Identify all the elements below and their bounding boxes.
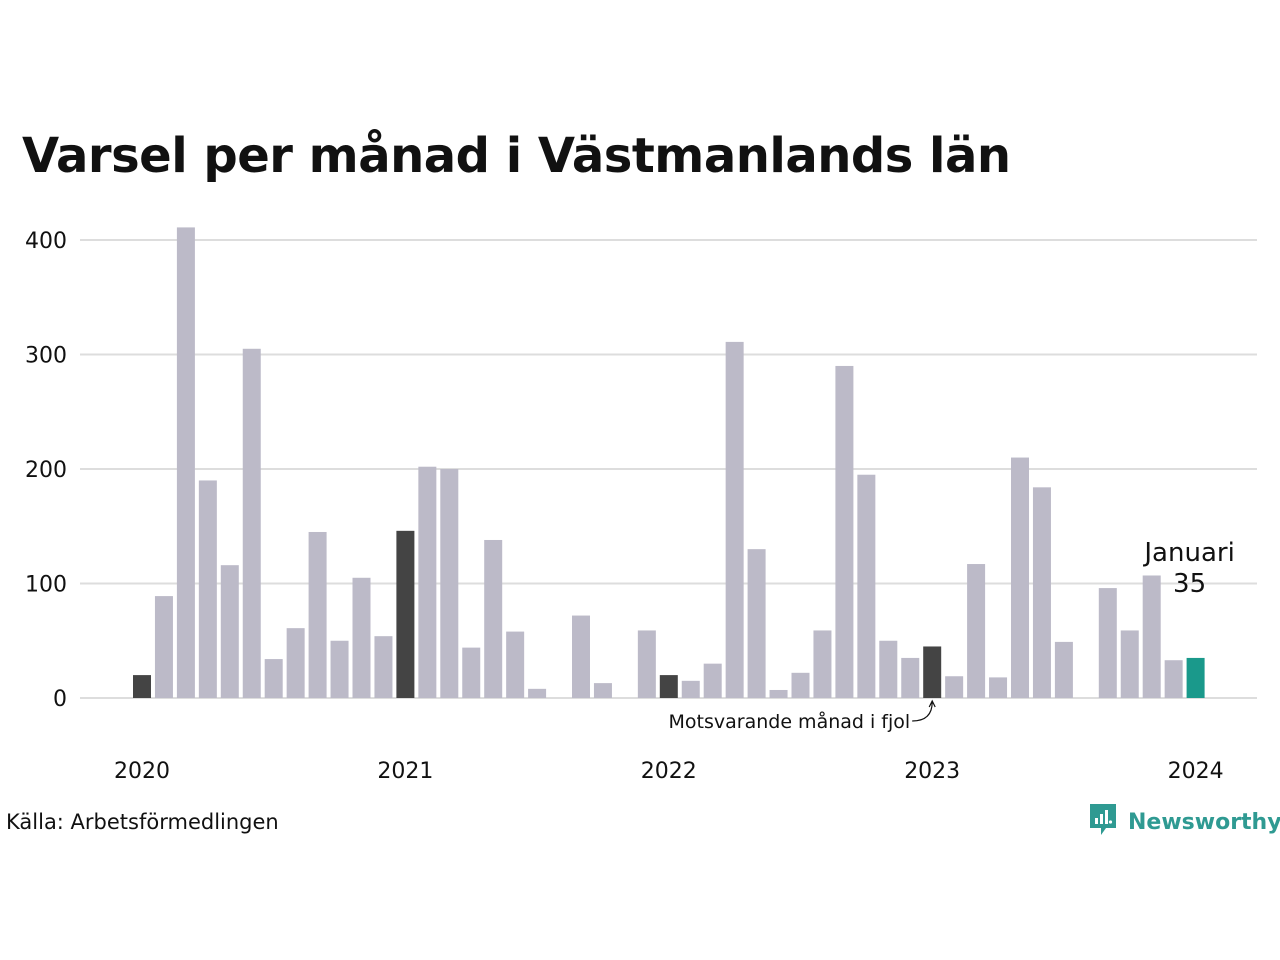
chart-title: Varsel per månad i Västmanlands län [22, 128, 1011, 184]
bar-2022-03 [703, 663, 722, 698]
bar-2021-02 [418, 466, 437, 698]
brand-name: Newsworthy [1128, 809, 1280, 835]
bar-2020-09 [308, 531, 327, 698]
bar-2022-08 [813, 630, 832, 698]
bar-2023-02 [945, 676, 964, 698]
y-tick-label: 0 [53, 687, 67, 712]
y-tick-label: 100 [25, 573, 67, 598]
bar-2021-10 [593, 683, 612, 698]
bar-2021-06 [506, 631, 525, 698]
y-tick-label: 400 [25, 229, 67, 254]
current-month-value: 35 [1173, 569, 1206, 599]
same-month-annotation: Motsvarande månad i fjol [669, 710, 911, 733]
bar-2020-03 [176, 227, 195, 698]
bar-2022-11 [879, 640, 898, 698]
y-tick-label: 200 [25, 458, 67, 483]
bar-2023-01 [923, 646, 942, 698]
y-tick-label: 300 [25, 344, 67, 369]
bar-2020-12 [374, 636, 393, 698]
bar-2023-07 [1054, 641, 1073, 698]
bar-2022-12 [901, 657, 920, 698]
x-tick-label: 2020 [114, 759, 170, 784]
bar-2021-12 [637, 630, 656, 698]
source-note: Källa: Arbetsförmedlingen [6, 810, 279, 834]
x-tick-label: 2024 [1168, 759, 1224, 784]
bar-2023-10 [1120, 630, 1139, 698]
bar-2021-07 [528, 688, 547, 698]
bar-2022-04 [725, 341, 744, 698]
bar-2020-07 [264, 659, 283, 698]
x-tick-label: 2022 [641, 759, 697, 784]
bar-2020-08 [286, 628, 305, 698]
bar-2023-05 [1011, 457, 1029, 698]
bar-2023-03 [967, 564, 986, 698]
bar-2021-03 [440, 469, 459, 698]
annotation-arrow [912, 699, 936, 722]
bar-2020-11 [352, 577, 371, 698]
bar-2021-04 [462, 647, 481, 698]
bar-2021-01 [396, 530, 415, 698]
bar-2020-04 [198, 480, 217, 698]
bar-2023-11 [1142, 575, 1161, 698]
x-tick-label: 2021 [377, 759, 433, 784]
bar-2021-09 [572, 615, 590, 698]
bar-2022-09 [835, 365, 854, 698]
bar-2023-09 [1098, 588, 1117, 698]
bar-2021-05 [484, 539, 503, 698]
bar-2020-02 [154, 596, 173, 698]
bar-2020-10 [330, 640, 349, 698]
bar-2022-01 [659, 675, 678, 698]
current-month-label: Januari [1142, 538, 1234, 568]
bar-2023-04 [989, 677, 1008, 698]
bar-2024-01 [1186, 657, 1205, 698]
bar-2022-06 [769, 689, 788, 698]
x-axis-ticks: 2020 2021 2022 2023 2024 [114, 759, 1224, 784]
newsworthy-logo-icon [1088, 802, 1118, 842]
annotations: Januari 35 Motsvarande månad i fjol [669, 538, 1235, 733]
bar-2023-06 [1032, 487, 1051, 698]
y-axis-ticks: 0 100 200 300 400 [25, 229, 67, 712]
brand-logo[interactable]: Newsworthy [1088, 804, 1280, 840]
bars [133, 227, 1205, 698]
bar-2020-01 [133, 675, 151, 698]
bar-2022-10 [857, 474, 876, 698]
bar-2022-02 [681, 680, 700, 698]
bar-2023-12 [1164, 660, 1183, 698]
bar-2022-07 [791, 672, 810, 698]
x-tick-label: 2023 [904, 759, 960, 784]
bar-2020-06 [242, 348, 261, 698]
bar-2022-05 [747, 549, 766, 698]
bar-2020-05 [220, 565, 239, 698]
